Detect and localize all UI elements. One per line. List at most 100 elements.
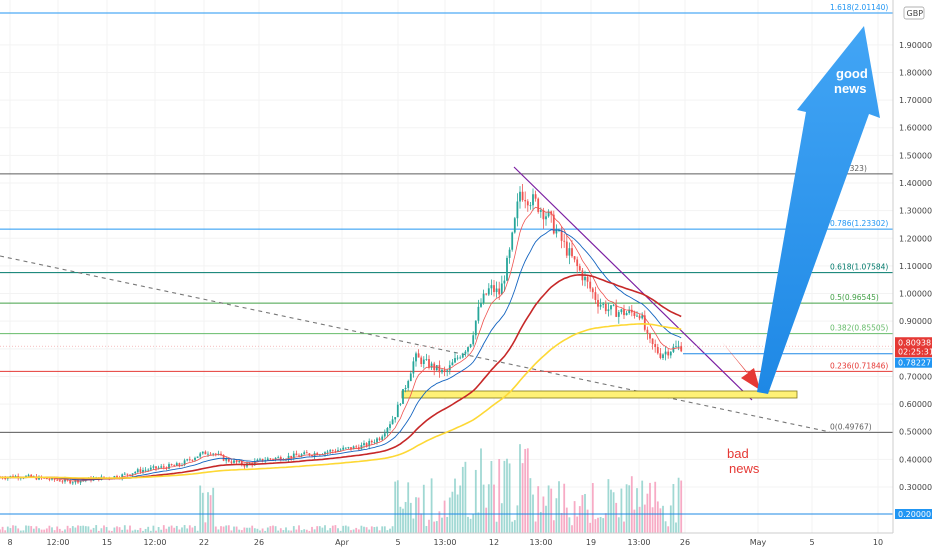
- candle-body: [342, 447, 345, 450]
- volume-bar: [368, 529, 371, 533]
- candle-body: [599, 304, 602, 307]
- candle-body: [300, 454, 303, 457]
- volume-bar: [599, 516, 602, 533]
- volume-bar: [526, 448, 529, 533]
- time-axis-tick-label: 5: [395, 538, 400, 547]
- moving-averages: [0, 206, 682, 482]
- volume-bar: [370, 526, 373, 533]
- volume-bar: [79, 525, 82, 533]
- candle-body: [311, 455, 313, 457]
- candle-body: [373, 442, 376, 444]
- time-axis-tick-label: 15: [102, 538, 112, 547]
- candle-body: [404, 387, 407, 390]
- volume-bar: [201, 492, 204, 533]
- time-axis-tick-label: 22: [199, 538, 209, 547]
- volume-bar: [495, 521, 498, 533]
- price-axis-tick-label: 0.70000: [899, 372, 932, 381]
- volume-bar: [4, 530, 7, 533]
- volume-bar: [220, 526, 222, 533]
- candle-body: [433, 363, 436, 370]
- candle-body: [446, 370, 449, 372]
- volume-bar: [38, 528, 40, 533]
- candle-body: [438, 365, 441, 373]
- bottom-price-value: 0.20000: [898, 510, 931, 519]
- volume-bar: [568, 517, 571, 533]
- candle-body: [199, 453, 202, 457]
- line-price-value: 0.78227: [898, 359, 931, 368]
- candle-body: [480, 302, 482, 307]
- volume-bar: [277, 530, 280, 533]
- bottom-price-tag: [895, 509, 932, 519]
- volume-bar: [155, 530, 157, 533]
- fibonacci-levels: 1.618(2.01140)(1.43323)0.786(1.23302)0.6…: [0, 3, 893, 433]
- volume-bar: [123, 525, 126, 533]
- volume-bar: [415, 497, 417, 533]
- volume-bar: [48, 525, 51, 533]
- candle-body: [4, 478, 7, 480]
- volume-bar: [420, 513, 423, 533]
- volume-bar: [113, 527, 116, 533]
- volume-bar: [97, 530, 100, 533]
- volume-bar: [61, 530, 64, 533]
- candle-body: [503, 280, 506, 284]
- candle-body: [45, 477, 48, 480]
- volume-bar: [292, 526, 295, 533]
- candle-body: [399, 403, 402, 405]
- candle-body: [155, 466, 157, 469]
- volume-bar: [199, 485, 202, 533]
- candle-body: [487, 288, 490, 295]
- volume-bar: [680, 480, 683, 533]
- candle-body: [61, 481, 64, 483]
- volume-bar: [451, 491, 454, 533]
- candle-body: [142, 470, 144, 473]
- dashed-trendline: [0, 255, 831, 433]
- support-zone-box: [401, 390, 798, 399]
- volume-bar: [238, 529, 241, 533]
- candle-body: [126, 473, 129, 475]
- candle-body: [407, 381, 410, 388]
- volume-bar: [594, 519, 597, 533]
- candle-body: [9, 475, 12, 478]
- price-axis-tick-label: 0.90000: [899, 317, 932, 326]
- candle-body: [485, 293, 488, 295]
- volume-bar: [446, 516, 449, 533]
- volume-bar: [602, 518, 605, 533]
- volume-bar: [547, 485, 550, 533]
- volume-bar: [555, 498, 558, 533]
- volume-bar: [339, 530, 342, 533]
- volume-bar: [625, 484, 628, 533]
- candle-body: [662, 354, 664, 359]
- volume-bar: [90, 529, 92, 533]
- candle-body: [607, 309, 610, 312]
- candle-body: [630, 309, 633, 313]
- candle-body: [615, 305, 618, 317]
- volume-bar: [620, 488, 623, 533]
- candle-body: [337, 450, 339, 452]
- volume-bar: [394, 481, 397, 533]
- volume-bar: [381, 526, 384, 533]
- volume-bar: [14, 525, 17, 533]
- volume-bar: [298, 525, 300, 533]
- volume-bar: [162, 525, 165, 533]
- volume-bar: [246, 527, 248, 533]
- ema-long-line: [0, 322, 682, 479]
- candle-body: [638, 315, 641, 319]
- volume-bar: [578, 506, 581, 533]
- price-axis-tick-label: 1.60000: [899, 124, 932, 133]
- candle-body: [646, 329, 649, 334]
- volume-bar: [498, 459, 501, 533]
- candle-body: [412, 361, 415, 374]
- volume-bar: [110, 530, 113, 533]
- candle-body: [589, 281, 592, 289]
- volume-bar: [160, 529, 163, 533]
- candle-body: [360, 445, 363, 450]
- candle-body: [430, 363, 433, 368]
- candle-body: [261, 458, 264, 462]
- volume-bar: [318, 526, 321, 533]
- candle-body: [259, 458, 261, 460]
- candle-body: [636, 315, 638, 317]
- time-axis-background: [0, 533, 932, 550]
- bar-countdown: 02:25:31: [898, 348, 932, 357]
